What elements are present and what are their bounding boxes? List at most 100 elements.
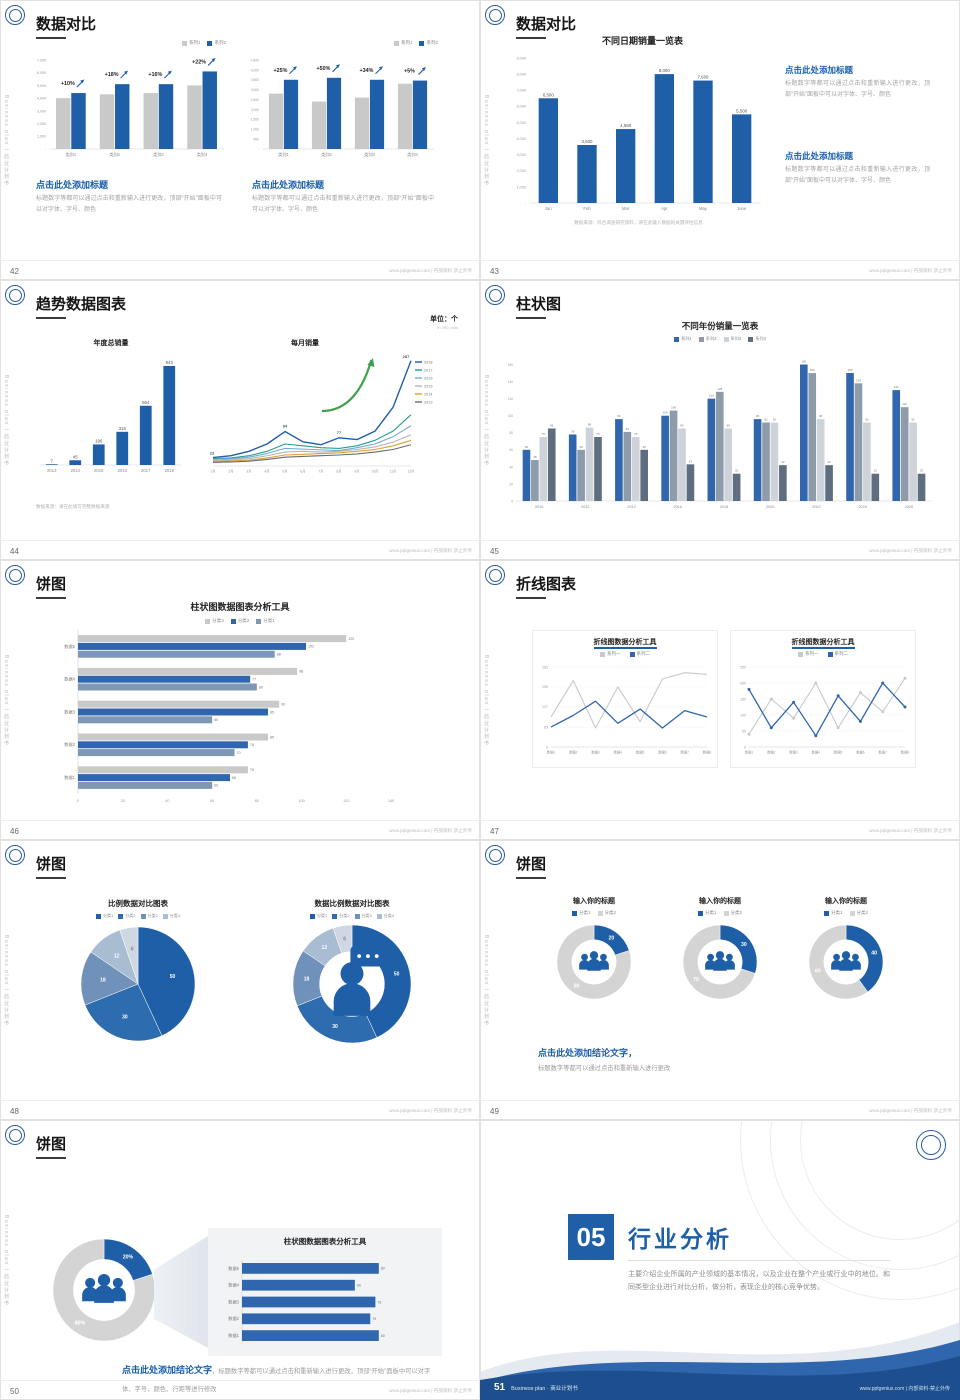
svg-text:85: 85 <box>680 424 684 428</box>
svg-text:+50%: +50% <box>317 66 331 72</box>
svg-text:127: 127 <box>542 705 548 709</box>
chart-title: 数据比例数据对比图表 <box>314 899 390 908</box>
legend-swatch <box>748 336 754 342</box>
svg-text:+34%: +34% <box>360 68 374 74</box>
svg-text:30: 30 <box>741 942 747 948</box>
chart-title: 输入你的标题 <box>825 898 867 905</box>
pie-chart: 50 30 18 12 6 <box>80 926 196 1042</box>
block-heading: 点击此处添加标题 <box>785 151 854 161</box>
svg-text:2020: 2020 <box>766 505 774 509</box>
bar-chart: - 1,000 2,000 3,000 4,000 5,000 6,000 7,000 8,00… <box>510 46 765 214</box>
svg-text:98: 98 <box>299 670 303 674</box>
svg-text:8月: 8月 <box>336 470 341 474</box>
conclusion-body: ，标题数字等都可以通过点击和重新输入进行更改，顶部“开始”面板中可以对字体、字号… <box>122 1368 431 1393</box>
school-seal-icon <box>5 565 25 585</box>
svg-text:2,000: 2,000 <box>37 122 46 126</box>
svg-text:77: 77 <box>252 678 256 682</box>
block-heading: 点击此处添加标题 <box>252 180 325 190</box>
unit-label: 单位：个 in 900 units <box>430 314 458 330</box>
svg-text:190: 190 <box>542 685 548 689</box>
horizontal-bar-chart: 数据5 80 数据4 66 数据3 78 数据2 75 数据1 80 <box>222 1256 427 1348</box>
svg-text:50: 50 <box>742 729 746 733</box>
svg-text:2,500: 2,500 <box>251 98 259 102</box>
section-title: 行业分析 <box>628 1226 732 1252</box>
watermark: www.pptgenius.com | 内部资料·禁止外传 <box>389 548 472 553</box>
svg-text:85: 85 <box>270 710 274 714</box>
svg-text:+5%: +5% <box>404 69 415 75</box>
svg-text:81: 81 <box>626 427 630 431</box>
donut-chart: 20% 80% <box>52 1238 156 1342</box>
watermark: www.pptgenius.com | 内部资料·禁止外传 <box>389 1388 472 1393</box>
svg-text:数据1: 数据1 <box>64 774 75 781</box>
legend-swatch <box>600 651 605 657</box>
text-block: 点击此处添加标题 标题数字等都可以通过点击和重新输入进行更改，顶部“开始”面板中… <box>785 150 930 186</box>
svg-text:数据4: 数据4 <box>228 1282 239 1289</box>
legend-swatch <box>118 913 124 919</box>
legend-label: 系列1 <box>400 40 413 45</box>
svg-text:+22%: +22% <box>192 59 206 65</box>
svg-text:Apr: Apr <box>661 206 668 211</box>
slide-title: 折线图表 <box>516 573 576 599</box>
legend-label: 分类1 <box>704 910 717 915</box>
svg-text:50: 50 <box>394 972 400 978</box>
svg-text:20: 20 <box>609 936 615 942</box>
chart-legend: 分类1 分类2 <box>538 910 650 916</box>
svg-text:2018: 2018 <box>720 505 728 509</box>
chart-legend: 系列一 系列二 <box>731 651 915 657</box>
svg-text:5,500: 5,500 <box>736 108 748 113</box>
svg-text:3,000: 3,000 <box>37 109 46 113</box>
line-chart: 0 50 100 150 200 250 数据1 数据2 数据3 数据4 数据5 数据6 数据7 数据8 <box>735 659 911 757</box>
legend-swatch <box>256 618 262 624</box>
svg-text:数据7: 数据7 <box>878 750 887 755</box>
svg-text:数据1: 数据1 <box>745 750 754 755</box>
legend-label: 分类3 <box>361 913 372 918</box>
svg-text:106: 106 <box>671 406 676 410</box>
svg-text:0: 0 <box>546 745 548 749</box>
footer-divider <box>480 1100 960 1101</box>
sidebar-vertical-text: Business plan | 商业计划书 <box>3 1215 9 1307</box>
svg-text:92: 92 <box>911 418 915 422</box>
svg-text:2014: 2014 <box>424 392 432 396</box>
svg-text:75: 75 <box>372 1317 376 1321</box>
svg-text:140: 140 <box>508 380 514 384</box>
legend-swatch <box>230 618 236 624</box>
slide-44: Business plan | 商业计划书 趋势数据图表 单位：个 in 900… <box>0 280 480 560</box>
footer-divider <box>0 1380 480 1381</box>
svg-text:8,000: 8,000 <box>659 68 671 73</box>
watermark: www.pptgenius.com | 内部资料·禁止外传 <box>869 1108 952 1113</box>
svg-text:7,000: 7,000 <box>37 58 46 62</box>
svg-text:数据4: 数据4 <box>812 750 821 755</box>
svg-text:140: 140 <box>388 799 394 803</box>
text-block: 点击此处添加标题 标题数字等都可以通过点击和重新输入进行更改，顶部“开始”面板中… <box>252 178 434 215</box>
legend-item: 系列2 <box>698 336 717 342</box>
conclusion-heading: 点击此处添加结论文字 <box>122 1365 213 1375</box>
chart-legend: 系列1 系列2 系列3 系列4 <box>480 336 960 342</box>
svg-text:2013: 2013 <box>47 468 57 473</box>
text-block: 点击此处添加标题 标题数字等都可以通过点击和重新输入进行更改，顶部“开始”面板中… <box>36 178 222 215</box>
school-seal-icon <box>5 845 25 865</box>
chart-legend: 分类1 分类2 <box>790 910 902 916</box>
svg-text:160: 160 <box>801 360 806 364</box>
sidebar-vertical-text: Business plan | 商业计划书 <box>3 655 9 747</box>
slide-title: 饼图 <box>516 853 546 879</box>
svg-text:75: 75 <box>542 432 546 436</box>
svg-text:June: June <box>737 206 747 211</box>
slide-title: 饼图 <box>36 853 66 879</box>
legend-label: 系列3 <box>730 336 742 341</box>
section-body: 主要介绍企业所属的产业领域的基本情况，以及企业在整个产业或行业中的地位。和同类型… <box>628 1271 890 1292</box>
svg-text:102: 102 <box>308 645 314 649</box>
svg-text:0: 0 <box>744 745 746 749</box>
svg-text:0: 0 <box>511 499 513 503</box>
svg-text:80: 80 <box>381 1334 385 1338</box>
svg-text:96: 96 <box>756 414 760 418</box>
svg-text:数据8: 数据8 <box>901 750 910 755</box>
svg-text:12: 12 <box>114 953 120 959</box>
svg-text:+25%: +25% <box>274 68 288 74</box>
legend-label: 系列二 <box>636 651 651 656</box>
block-body: 标题数字等都可以通过点击和重新输入进行更改，顶部“开始”面板中可以对字体、字号、… <box>36 196 222 213</box>
chart-legend: 分类1 分类2 分类3 分类4 <box>260 913 444 919</box>
conclusion-heading: 点击此处添加结论文字， <box>538 1048 638 1058</box>
watermark: www.pptgenius.com | 内部资料·禁止外传 <box>389 828 472 833</box>
legend-swatch <box>376 913 382 919</box>
svg-text:May: May <box>699 206 708 211</box>
